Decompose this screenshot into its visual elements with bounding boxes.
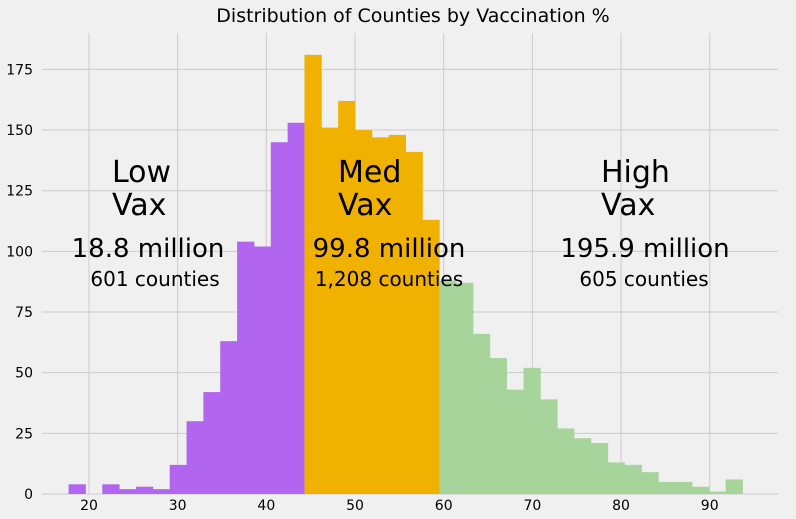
x-tick-label: 40 [257, 498, 275, 514]
bar-high [472, 333, 491, 494]
bar-high [624, 464, 642, 494]
bar-low [237, 241, 255, 494]
bar-high [540, 399, 558, 494]
annotation-low-title-1: Low [112, 155, 171, 190]
bar-low [135, 486, 154, 494]
y-tick-label: 75 [15, 305, 33, 321]
y-tick-label: 25 [15, 426, 33, 442]
annotation-high-count: 605 counties [579, 267, 708, 291]
histogram-bars [68, 54, 743, 495]
chart-title: Distribution of Counties by Vaccination … [216, 5, 609, 27]
bar-med [388, 134, 406, 494]
bar-med [405, 151, 423, 495]
y-axis-ticks: 0 25 50 75 100 125 150 175 [6, 62, 33, 503]
y-tick-label: 50 [15, 366, 33, 382]
x-tick-label: 70 [523, 498, 541, 514]
bar-high [456, 282, 474, 494]
bar-high [590, 443, 609, 494]
y-tick-label: 125 [6, 184, 33, 200]
bar-high [506, 389, 524, 494]
bar-high [658, 481, 676, 494]
x-tick-label: 20 [80, 498, 98, 514]
x-tick-label: 60 [435, 498, 453, 514]
bar-med [371, 137, 390, 494]
annotation-med-count: 1,208 counties [315, 267, 463, 291]
bar-med [338, 100, 356, 495]
x-axis-ticks: 20 30 40 50 60 70 80 90 [80, 498, 719, 514]
annotation-med-title-2: Vax [338, 188, 392, 223]
annotation-low-count: 601 counties [90, 267, 219, 291]
y-tick-label: 100 [6, 244, 33, 260]
bar-low [287, 122, 305, 494]
bar-low [220, 341, 238, 494]
bar-high [489, 358, 508, 494]
x-tick-label: 80 [612, 498, 630, 514]
bar-high [523, 367, 541, 494]
bar-high [691, 486, 710, 494]
x-tick-label: 50 [346, 498, 364, 514]
bar-low [68, 484, 86, 494]
bar-low [102, 484, 120, 494]
y-tick-label: 0 [24, 487, 33, 503]
annotation-high-title-1: High [601, 155, 670, 190]
bar-high [725, 479, 743, 494]
annotation-low-pop: 18.8 million [72, 234, 225, 264]
x-tick-label: 30 [169, 498, 187, 514]
bar-low [169, 464, 187, 494]
y-tick-label: 175 [6, 62, 33, 78]
bar-high [439, 280, 457, 494]
bar-med [321, 127, 339, 494]
bar-low [186, 421, 204, 494]
bar-high [607, 462, 625, 494]
bar-med [355, 130, 373, 495]
bar-low [152, 489, 171, 494]
y-tick-label: 150 [6, 123, 33, 139]
annotation-med-pop: 99.8 million [313, 234, 466, 264]
bar-low [270, 142, 289, 494]
bar-high [675, 481, 693, 494]
annotation-low-title-2: Vax [112, 188, 166, 223]
bar-low [203, 392, 221, 494]
bar-med [422, 219, 440, 495]
bar-med [304, 54, 322, 494]
annotation-med-title-1: Med [338, 155, 401, 190]
bar-high [641, 472, 659, 494]
annotation-high-title-2: Vax [601, 188, 655, 223]
bar-low [119, 489, 137, 494]
bar-high [557, 428, 575, 494]
bar-high [708, 491, 727, 494]
bar-high [574, 438, 592, 494]
bar-low [253, 246, 272, 494]
annotation-high-pop: 195.9 million [560, 234, 729, 264]
x-tick-label: 90 [701, 498, 719, 514]
